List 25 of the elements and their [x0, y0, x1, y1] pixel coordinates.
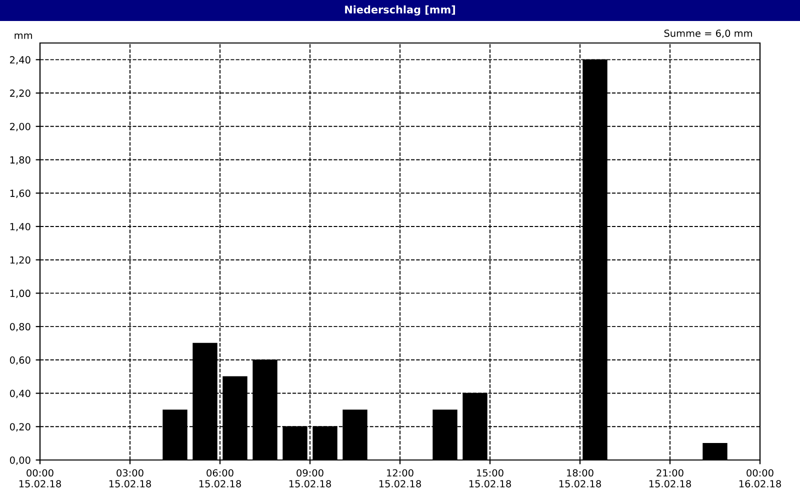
y-tick-label: 1,40	[10, 222, 30, 232]
text: Summe = 6,0 mm	[664, 30, 752, 38]
chart-title: Niederschlag [mm]	[345, 5, 455, 16]
y-tick-label: 0,00	[10, 456, 30, 465]
x-tick-label: 00:00 16.02.18	[739, 469, 781, 488]
x-tick-label: 12:00 15.02.18	[379, 469, 421, 488]
y-axis-title: mm	[14, 33, 32, 39]
x-tick-label: 03:00 15.02.18	[109, 469, 151, 488]
y-tick-label: 2,40	[10, 56, 30, 65]
y-tick-label: 0,40	[10, 390, 30, 398]
y-tick-label: 1,60	[10, 190, 30, 198]
y-tick-label: 0,20	[10, 423, 30, 432]
x-tick-label: 06:00 15.02.18	[199, 469, 241, 488]
y-tick-label: 1,20	[10, 256, 30, 265]
x-tick-label: 18:00 15.02.18	[559, 469, 601, 488]
x-tick-label: 00:00 15.02.18	[19, 469, 61, 488]
x-tick-label: 09:00 15.02.18	[289, 469, 331, 488]
x-tick-label: 15:00 15.02.18	[469, 469, 511, 488]
y-tick-label: 0,60	[10, 356, 30, 365]
y-tick-label: 1,00	[10, 290, 30, 298]
x-tick-label: 21:00 15.02.18	[649, 469, 691, 488]
y-tick-label: 0,80	[10, 323, 30, 332]
y-tick-label: 1,80	[10, 156, 30, 165]
y-tick-label: 2,20	[10, 90, 30, 98]
y-tick-label: 2,00	[10, 122, 30, 132]
